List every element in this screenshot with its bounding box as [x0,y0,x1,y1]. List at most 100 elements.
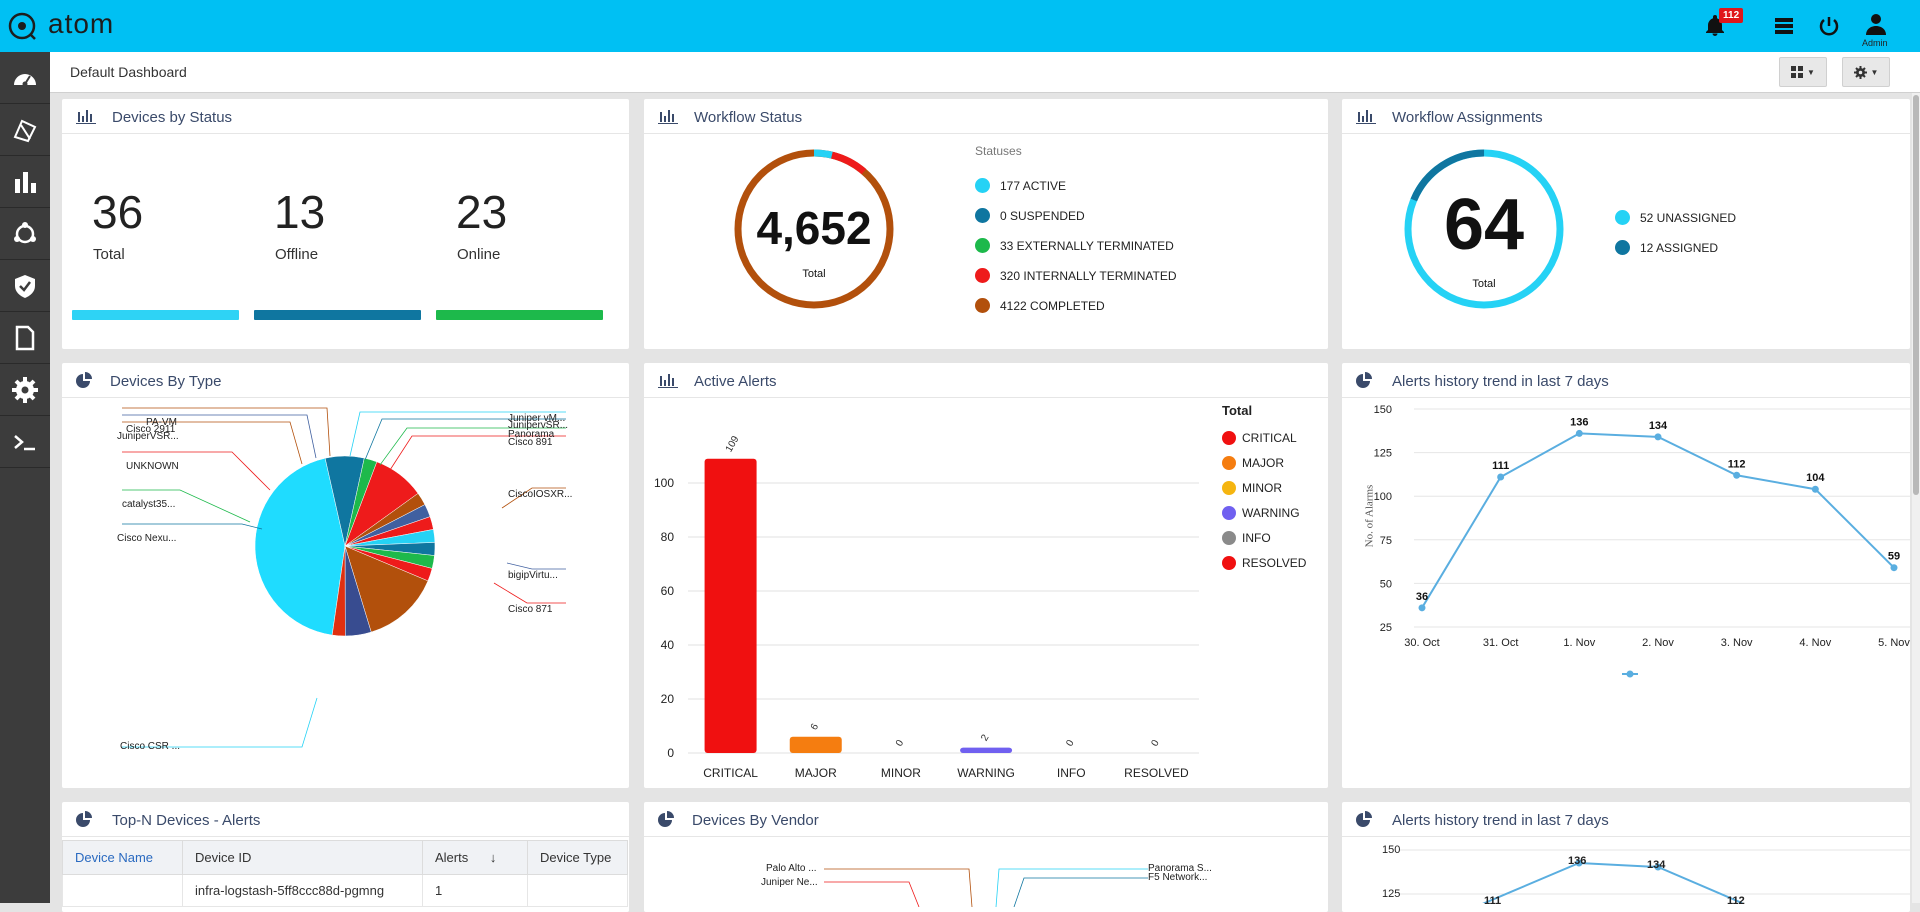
status-offline-label: Offline [275,246,319,263]
alert-bar[interactable] [960,747,1013,753]
legend-item-major[interactable]: MAJOR [1222,456,1284,470]
legend-item-suspended[interactable]: 0 SUSPENDED [975,208,1085,223]
legend-item-externally-terminated[interactable]: 33 EXTERNALLY TERMINATED [975,238,1174,253]
data-label: 104 [1806,472,1825,484]
settings-dropdown-button[interactable]: ▼ [1842,57,1890,87]
layout-dropdown-button[interactable]: ▼ [1779,57,1827,87]
settings-icon [12,376,38,403]
trend-point[interactable] [1575,429,1583,437]
column-device-name[interactable]: Device Name [62,840,183,875]
trend-point[interactable] [1733,471,1741,479]
legend-item-unassigned[interactable]: 52 UNASSIGNED [1615,210,1736,225]
panel-header: Devices By Type [62,363,629,398]
data-label: 2 [979,732,992,743]
sidebar-item-dashboard[interactable] [0,52,50,104]
logo-icon[interactable] [8,10,40,42]
sidebar-item-workflow[interactable] [0,208,50,260]
legend-item-info[interactable]: INFO [1222,531,1271,545]
legend-label: RESOLVED [1242,556,1307,570]
alerts-trend-chart: 25 50 75 100 125 150 36 30. Oct 111 31. Oct 136 1. … [1374,404,1910,678]
legend-label: MAJOR [1242,456,1284,470]
sidebar [0,52,50,903]
bar-chart-icon [658,374,678,388]
legend-item-assigned[interactable]: 12 ASSIGNED [1615,240,1718,255]
scrollbar-thumb[interactable] [1913,95,1919,495]
pie-slice[interactable] [344,545,429,633]
sidebar-item-devices[interactable] [0,104,50,156]
pie-label: Juniper vM... [508,413,566,424]
panel-title: Workflow Status [694,109,803,126]
pie-label: bigipVirtu... [508,570,558,581]
data-label: 59 [1888,551,1900,563]
trend-point[interactable] [1654,433,1662,441]
assignments-total-value: 64 [1443,185,1525,265]
sidebar-item-security[interactable] [0,260,50,312]
column-device-type[interactable]: Device Type [527,840,628,875]
alerts-trend-panel-2: Alerts history trend in last 7 days 150 … [1342,802,1910,912]
panel-title: Active Alerts [694,373,777,390]
alert-bar[interactable] [704,458,757,753]
bar-chart-icon [1356,110,1376,124]
app-name: atom [48,8,115,39]
sort-down-icon[interactable]: ↓ [489,850,497,865]
devices-by-type-pie [122,407,566,748]
legend-item-internally-terminated[interactable]: 320 INTERNALLY TERMINATED [975,268,1177,283]
sidebar-item-terminal[interactable] [0,416,50,468]
sidebar-item-documents[interactable] [0,312,50,364]
trend-point[interactable] [1497,473,1505,481]
trend-point[interactable] [1811,485,1819,493]
data-label: 6 [809,722,822,733]
legend-item-minor[interactable]: MINOR [1222,481,1282,495]
pie-label: Cisco 891 [508,437,553,448]
trend-point[interactable] [1418,604,1426,612]
legend-dot [1222,431,1236,445]
alert-bar[interactable] [789,736,842,753]
workflow-assignments-panel: Workflow Assignments 64 Total 52 UNASSIG… [1342,99,1910,349]
y-axis-label: No. of Alarms [1363,484,1376,548]
list-icon[interactable] [1772,14,1796,38]
y-tick: 25 [1380,622,1392,634]
data-label: 0 [894,738,907,749]
column-device-id[interactable]: Device ID [182,840,423,875]
workflow-icon [14,221,36,243]
y-tick: 50 [1380,578,1392,590]
pie-slice[interactable] [331,545,346,637]
user-icon[interactable] [1864,12,1888,36]
pie-label: UNKNOWN [126,461,179,472]
trend-point[interactable] [1575,859,1583,867]
legend-label: CRITICAL [1242,431,1297,445]
devices-icon [13,119,37,142]
y-tick: 100 [654,476,674,490]
cell-alerts: 1 [422,874,528,907]
legend-dot [975,298,990,313]
legend-item-active[interactable]: 177 ACTIVE [975,178,1066,193]
page-scrollbar[interactable] [1912,93,1920,903]
active-alerts-chart: 0 20 40 60 80 100 109 CRITICAL 6 MAJOR 0 MINOR 2 WARN… [654,434,1199,780]
vendor-label: Palo Alto ... [766,863,817,874]
column-alerts[interactable]: Alerts ↓ [422,840,528,875]
legend-item-critical[interactable]: CRITICAL [1222,431,1297,445]
legend-item-resolved[interactable]: RESOLVED [1222,556,1306,570]
data-label: 136 [1568,855,1587,867]
sidebar-item-analytics[interactable] [0,156,50,208]
legend-item-completed[interactable]: 4122 COMPLETED [975,298,1105,313]
power-icon[interactable] [1817,14,1841,38]
sidebar-item-settings[interactable] [0,364,50,416]
legend-dot [1222,481,1236,495]
pie-slice[interactable] [254,457,346,636]
legend-title: Total [1222,403,1253,418]
trend-point[interactable] [1890,564,1898,572]
offline-bar [254,310,421,320]
legend-label: INFO [1242,531,1271,545]
x-tick: WARNING [957,766,1015,780]
legend-marker[interactable] [1626,670,1634,678]
x-tick: CRITICAL [703,766,758,780]
legend-item-warning[interactable]: WARNING [1222,506,1300,520]
dashboard-icon [14,73,36,86]
pie-chart-icon [658,811,674,827]
trend-point[interactable] [1654,863,1662,871]
pie-chart-icon [1356,811,1372,827]
pie-label: Cisco CSR ... [120,741,181,752]
table-row[interactable]: infra-logstash-5ff8ccc88d-pgmng 1 [62,874,628,907]
alerts-trend-chart-2 [1400,849,1910,903]
